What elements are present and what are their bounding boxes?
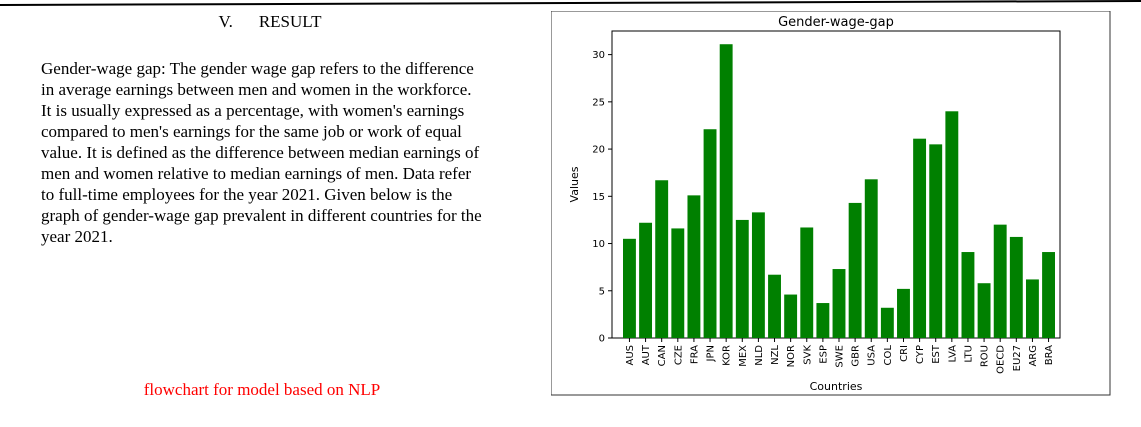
x-tick-label: GBR (851, 345, 862, 367)
bar (719, 44, 733, 339)
section-title: RESULT (258, 12, 322, 31)
x-tick-label: NOR (786, 345, 797, 367)
section-heading: V. RESULT (0, 12, 540, 32)
bar (864, 179, 878, 338)
bar (832, 269, 846, 338)
chart-title: Gender-wage-gap (778, 15, 894, 30)
bar (848, 202, 862, 338)
x-tick-label: ROU (980, 345, 991, 367)
x-tick-label: LVA (947, 345, 958, 363)
y-tick-label: 0 (599, 334, 605, 345)
x-tick-label: MEX (738, 345, 749, 367)
bar (929, 144, 943, 338)
bar (687, 195, 701, 338)
x-tick-label: USA (867, 345, 878, 366)
x-tick-label: SVK (802, 345, 813, 365)
x-axis-label: Countries (810, 380, 863, 393)
y-tick-label: 25 (592, 97, 605, 108)
x-tick-label: COL (883, 345, 894, 366)
y-axis-label: Values (568, 166, 581, 202)
x-tick-label: ESP (818, 345, 829, 364)
chart-figure: Gender-wage-gap 0 5 10 15 20 25 30 Values AUS AUT C… (551, 11, 1111, 396)
bar (1042, 252, 1055, 338)
x-tick-label: EU27 (1012, 345, 1023, 371)
x-tick-label: CYP (915, 345, 926, 364)
section-number: V. (218, 12, 233, 31)
bar (671, 228, 685, 338)
bar (945, 111, 959, 339)
bar (735, 219, 749, 338)
x-tick-label: CZE (673, 345, 684, 365)
bar (655, 180, 669, 338)
x-tick-label: FRA (689, 345, 700, 364)
x-tick-label: CRI (899, 345, 910, 362)
y-tick-label: 5 (599, 286, 605, 297)
y-tick-label: 15 (592, 192, 605, 203)
y-tick-label: 20 (592, 145, 605, 156)
bar-chart: Gender-wage-gap 0 5 10 15 20 25 30 Values AUS AUT C… (551, 11, 1111, 396)
body-paragraph: Gender-wage gap: The gender wage gap ref… (41, 59, 482, 246)
x-tick-label: OECD (996, 345, 1007, 374)
bar (880, 307, 894, 338)
x-tick-label: AUT (641, 344, 652, 365)
bar (768, 274, 781, 338)
bar (703, 129, 717, 338)
y-tick-label: 30 (592, 50, 605, 61)
top-rule (0, 0, 1141, 6)
x-tick-label: AUS (625, 345, 636, 366)
x-tick-label: JPN (706, 345, 717, 362)
bar (1009, 236, 1023, 338)
x-tick-label: KOR (722, 345, 733, 366)
figure-caption: flowchart for model based on NLP (143, 380, 381, 399)
x-tick-label: BRA (1044, 345, 1055, 365)
bar (751, 212, 765, 338)
bar (961, 252, 975, 338)
bar (784, 294, 798, 338)
x-tick-label: SWE (835, 345, 846, 368)
x-tick-label: CAN (657, 345, 668, 366)
bar (897, 288, 910, 338)
y-tick-label: 10 (592, 239, 605, 250)
x-tick-label: NLD (754, 345, 765, 366)
bar (816, 303, 830, 338)
bar (913, 138, 927, 338)
bar (977, 283, 991, 338)
bar (1025, 279, 1039, 338)
bar (639, 222, 653, 338)
bar (800, 227, 814, 338)
x-tick-label: NZL (770, 345, 781, 365)
bar (993, 224, 1007, 338)
x-tick-label: ARG (1028, 345, 1039, 367)
x-tick-label: LTU (963, 345, 974, 363)
bar (623, 238, 636, 338)
x-tick-label: EST (931, 344, 942, 364)
